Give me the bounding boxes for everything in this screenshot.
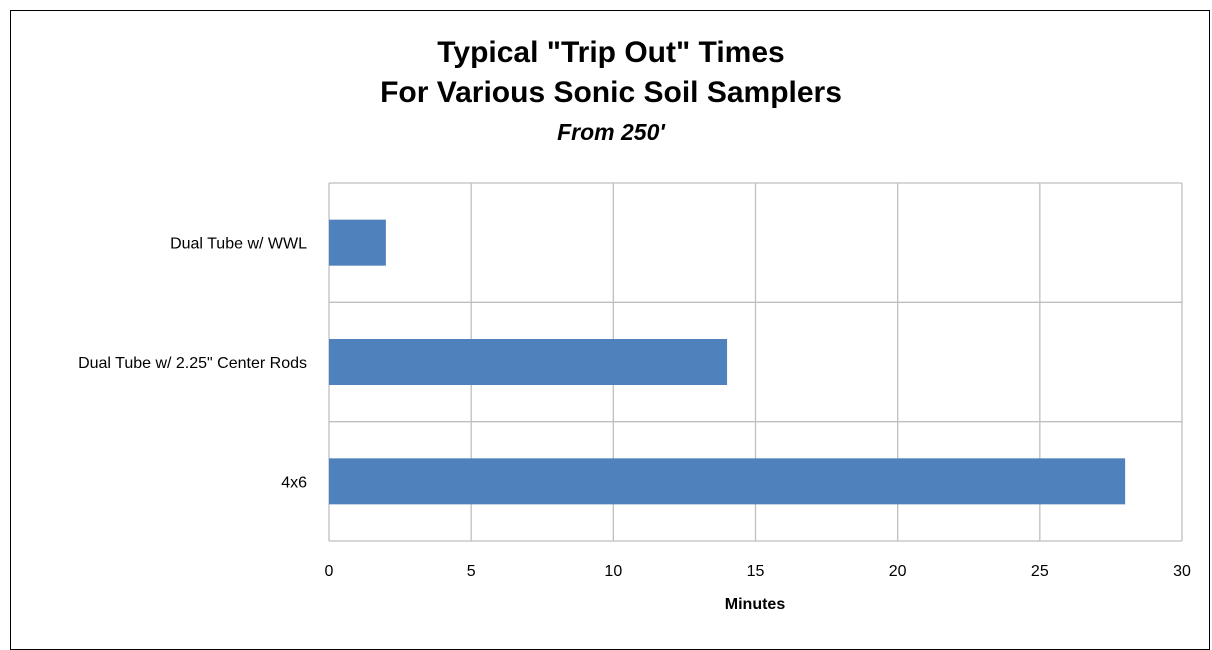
chart-subtitle: From 250' <box>557 119 665 145</box>
x-tick-label: 30 <box>1173 563 1191 580</box>
category-labels: Dual Tube w/ WWL Dual Tube w/ 2.25" Cente… <box>78 236 307 492</box>
bar <box>329 339 728 385</box>
x-tick-label: 0 <box>325 563 334 580</box>
category-label: Dual Tube w/ 2.25" Center Rods <box>78 355 307 372</box>
category-label: Dual Tube w/ WWL <box>170 236 307 253</box>
chart-frame: Typical "Trip Out" Times For Various Son… <box>10 10 1210 650</box>
category-label: 4x6 <box>281 474 307 491</box>
x-tick-label: 10 <box>604 563 622 580</box>
x-tick-label: 20 <box>889 563 907 580</box>
x-tick-label: 15 <box>747 563 765 580</box>
bar <box>329 458 1126 505</box>
x-tick-label: 25 <box>1031 563 1049 580</box>
bar-chart: Dual Tube w/ WWL Dual Tube w/ 2.25" Cente… <box>78 182 1191 613</box>
bars <box>329 219 1126 505</box>
chart-title-block: Typical "Trip Out" Times For Various Son… <box>11 33 1211 149</box>
x-tick-labels: 0 5 10 15 20 25 30 <box>325 563 1191 580</box>
chart-title-line-2: For Various Sonic Soil Samplers <box>380 76 842 109</box>
x-tick-label: 5 <box>467 563 476 580</box>
x-axis-title: Minutes <box>725 596 786 613</box>
chart-title-line-1: Typical "Trip Out" Times <box>437 36 785 69</box>
bar <box>329 219 386 266</box>
